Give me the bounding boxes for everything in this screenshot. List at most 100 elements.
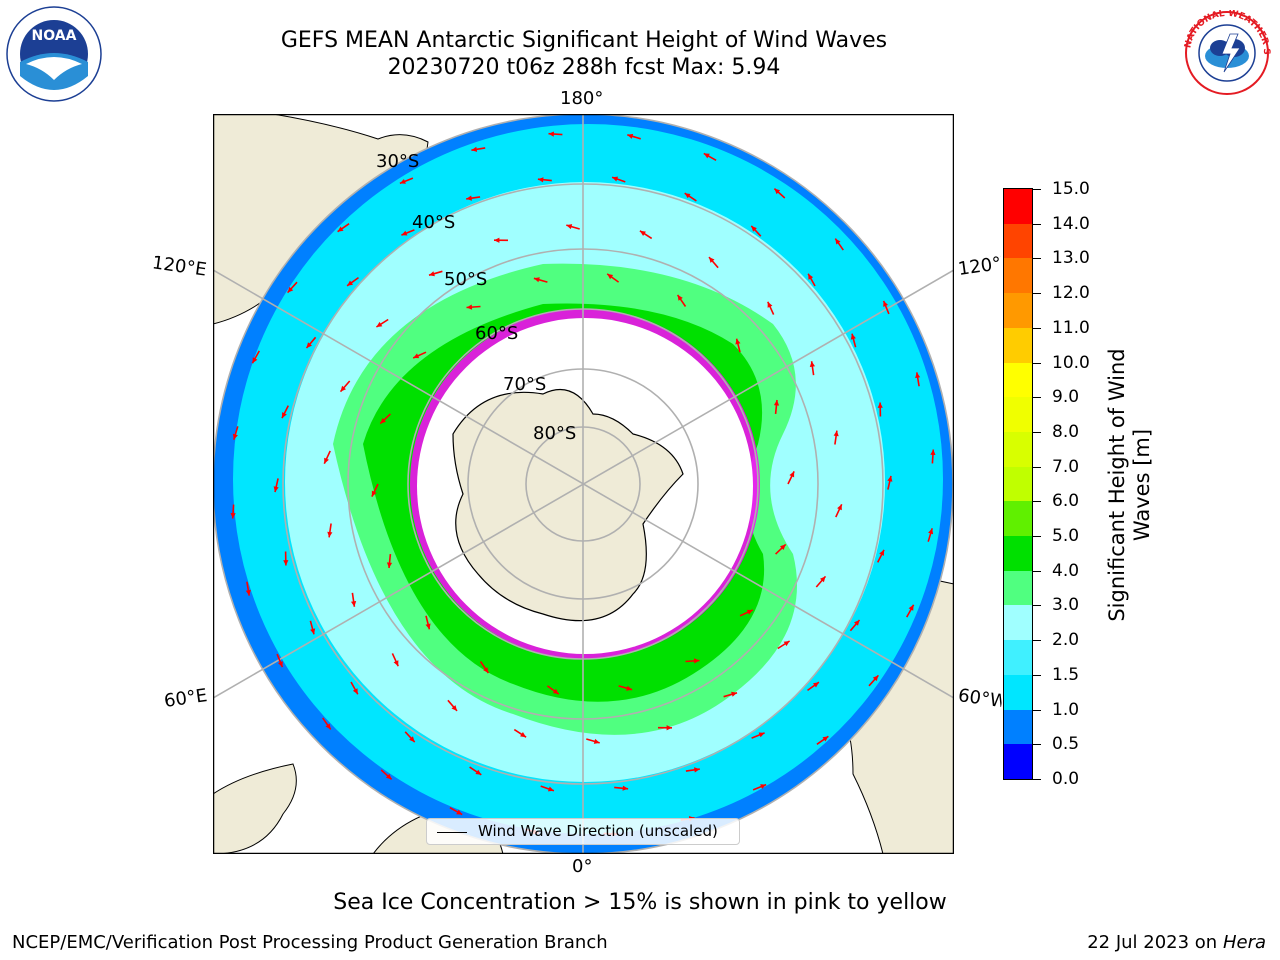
wave-direction-arrow-head: [413, 353, 420, 359]
wave-direction-arrow-head: [232, 433, 238, 440]
generation-date: 22 Jul 2023 on Hera: [1087, 932, 1266, 953]
wave-direction-arrow-head: [548, 131, 554, 137]
colorbar-bin: [1004, 639, 1032, 675]
wave-direction-arrow-head: [887, 475, 893, 482]
colorbar-tick: [1033, 501, 1041, 503]
wave-direction-arrow-head: [915, 372, 921, 379]
wave-direction-arrow-head: [409, 736, 415, 743]
wave-direction-arrow-head: [684, 193, 691, 199]
wave-direction-arrow-head: [327, 531, 333, 538]
wave-direction-arrow-head: [337, 226, 344, 232]
legend-line-swatch: [437, 832, 467, 833]
wave-direction-arrow-head: [709, 257, 715, 263]
lon-label-60w: 60°W: [956, 685, 1004, 712]
wave-direction-arrow-head: [475, 769, 482, 775]
wave-direction-arrow-head: [306, 342, 312, 348]
lon-label-60e: 60°E: [162, 685, 209, 712]
lat-label-80s: 80°S: [533, 423, 577, 444]
wave-direction-arrow-head: [483, 667, 489, 674]
colorbar-tick-label: 10.0: [1052, 352, 1090, 373]
colorbar-tick: [1033, 431, 1041, 433]
colorbar-bin: [1004, 362, 1032, 398]
wave-direction-arrow-head: [833, 430, 839, 437]
producer-credit: NCEP/EMC/Verification Post Processing Pr…: [12, 932, 608, 953]
wave-direction-arrow-head: [735, 338, 741, 345]
colorbar-tick-label: 1.0: [1052, 699, 1080, 720]
wave-direction-arrow-head: [908, 604, 914, 611]
colorbar-tick-label: 3.0: [1052, 595, 1080, 616]
colorbar-tick: [1033, 709, 1041, 711]
lat-label-70s: 70°S: [503, 374, 547, 395]
wave-direction-arrow-head: [533, 277, 540, 283]
lat-label-60s: 60°S: [475, 323, 519, 344]
wave-direction-arrow-head: [666, 725, 672, 731]
wave-direction-arrow-head: [607, 273, 614, 280]
colorbar-bin: [1004, 709, 1032, 745]
wave-direction-arrow-head: [780, 544, 786, 550]
wave-direction-arrow-head: [639, 230, 646, 236]
wave-direction-arrow-head: [930, 449, 936, 455]
wave-direction-arrow-head: [347, 280, 353, 286]
chart-title: GEFS MEAN Antarctic Significant Height o…: [280, 28, 888, 53]
wave-direction-arrow-head: [751, 225, 757, 232]
wave-direction-arrow-head: [278, 661, 283, 668]
lon-label-120w: 120°W: [956, 253, 1004, 280]
colorbar-tick: [1033, 293, 1041, 295]
wave-direction-arrow-head: [252, 357, 258, 364]
wave-height-field: [213, 114, 953, 854]
wave-direction-arrow-head: [352, 688, 358, 695]
wave-direction-arrow-head: [273, 486, 279, 493]
lat-label-50s: 50°S: [444, 269, 488, 290]
colorbar-tick-label: 1.5: [1052, 664, 1080, 685]
colorbar-tick-label: 14.0: [1052, 213, 1090, 234]
colorbar-tick-label: 0.0: [1052, 769, 1080, 789]
wave-direction-arrow-head: [351, 601, 357, 607]
colorbar-tick-label: 5.0: [1052, 526, 1080, 547]
wave-direction-arrow-head: [310, 628, 316, 635]
colorbar-tick: [1033, 640, 1041, 642]
colorbar-tick: [1033, 223, 1041, 225]
colorbar-bin: [1004, 605, 1032, 641]
wave-direction-arrow-head: [850, 333, 856, 340]
sea-ice-footnote: Sea Ice Concentration > 15% is shown in …: [333, 890, 947, 915]
wave-direction-arrow-head: [872, 675, 879, 682]
wave-direction-arrow-head: [429, 271, 435, 277]
wave-direction-arrow-head: [808, 273, 814, 280]
colorbar-tick: [1033, 327, 1041, 329]
colorbar-tick: [1033, 189, 1041, 190]
colorbar-tick: [1033, 536, 1041, 538]
colorbar-tick-label: 6.0: [1052, 491, 1080, 512]
wave-direction-arrow-head: [425, 623, 431, 630]
wave-direction-arrow-head: [677, 294, 683, 301]
wind-wave-direction-arrows: [230, 131, 936, 837]
wave-direction-arrow-head: [283, 560, 289, 566]
colorbar-tick: [1033, 605, 1041, 607]
colorbar-bin: [1004, 744, 1032, 779]
colorbar-bin: [1004, 188, 1032, 224]
wave-direction-arrow-head: [324, 457, 329, 464]
wave-direction-arrow-head: [451, 705, 457, 711]
colorbar-bin: [1004, 501, 1032, 537]
colorbar-tick-label: 11.0: [1052, 317, 1090, 338]
wave-direction-arrow-head: [879, 549, 884, 556]
wave-direction-arrow-head: [813, 682, 819, 688]
colorbar: [1003, 188, 1033, 780]
colorbar-bin: [1004, 396, 1032, 432]
wave-direction-arrow-head: [282, 412, 287, 419]
colorbar-bin: [1004, 466, 1032, 502]
wave-direction-arrow-head: [854, 620, 860, 626]
wave-direction-arrow-head: [694, 767, 700, 773]
national-weather-service-logo-icon: NATIONAL WEATHER SERVICE: [1177, 3, 1274, 96]
colorbar-tick: [1033, 674, 1041, 676]
colorbar-bin: [1004, 570, 1032, 606]
wave-direction-arrow-head: [622, 785, 629, 791]
wave-direction-arrow-head: [380, 418, 386, 424]
wave-direction-arrow-head: [783, 641, 790, 647]
colorbar-tick: [1033, 397, 1041, 399]
antarctica-landmass: [452, 388, 684, 622]
noaa-logo-icon: NOAA: [6, 6, 102, 102]
wave-direction-arrow-head: [731, 691, 737, 697]
wave-direction-arrow-head: [401, 230, 408, 236]
generation-date-prefix: 22 Jul 2023 on: [1087, 932, 1223, 953]
wave-direction-arrow-head: [371, 490, 377, 497]
